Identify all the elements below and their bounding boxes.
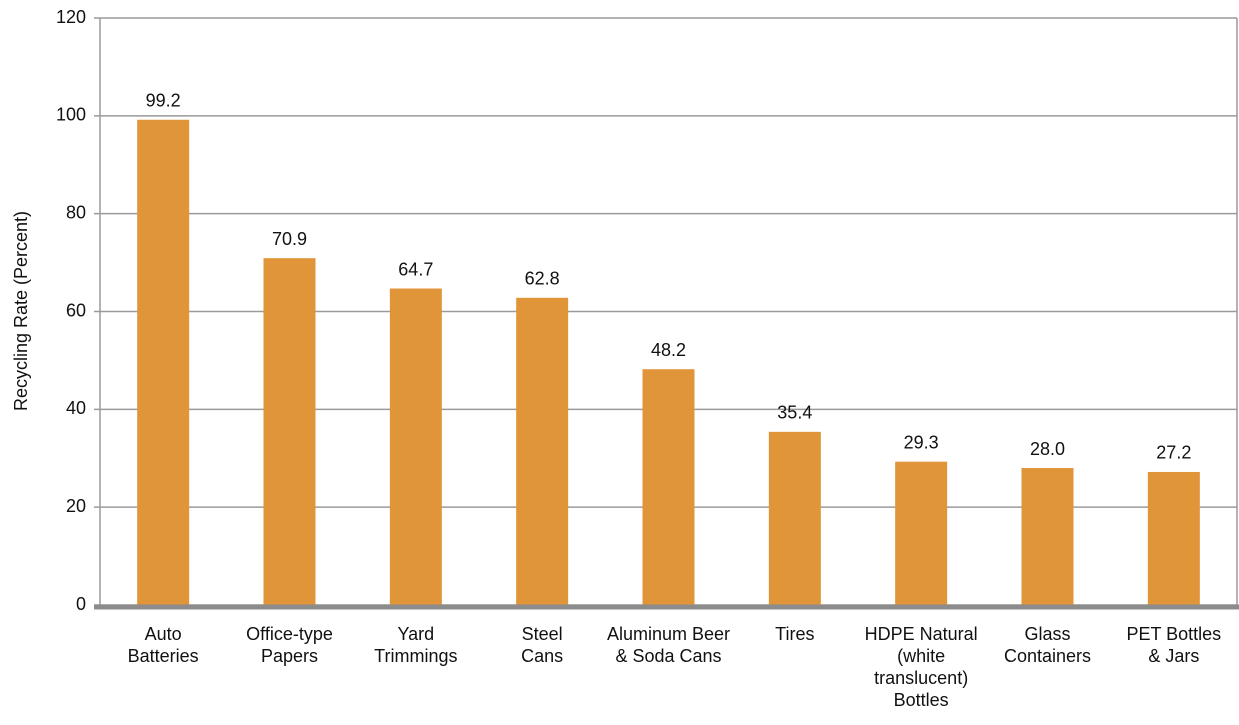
y-axis-label: Recycling Rate (Percent)	[11, 211, 31, 411]
value-label: 27.2	[1156, 443, 1191, 463]
x-tick-label: Trimmings	[374, 646, 457, 666]
y-tick-label: 120	[56, 7, 86, 27]
value-label: 28.0	[1030, 439, 1065, 459]
y-tick-label: 60	[66, 300, 86, 320]
x-tick-label: translucent)	[874, 668, 968, 688]
x-tick-label: Papers	[261, 646, 318, 666]
bar	[263, 258, 316, 605]
value-label: 70.9	[272, 229, 307, 249]
bar	[642, 369, 695, 605]
x-tick-label: Office-type	[246, 624, 333, 644]
x-tick-label: & Soda Cans	[615, 646, 721, 666]
y-tick-label: 40	[66, 398, 86, 418]
y-tick-label: 100	[56, 105, 86, 125]
bar	[137, 119, 190, 605]
x-tick-label: Containers	[1004, 646, 1091, 666]
bar	[1147, 471, 1200, 605]
x-tick-label: Bottles	[894, 690, 949, 710]
y-tick-label: 20	[66, 496, 86, 516]
x-tick-label: & Jars	[1148, 646, 1199, 666]
bar	[516, 297, 569, 605]
x-tick-label: Glass	[1024, 624, 1070, 644]
y-tick-label: 80	[66, 202, 86, 222]
x-tick-label: Batteries	[128, 646, 199, 666]
bar	[389, 288, 442, 605]
x-tick-label: Aluminum Beer	[607, 624, 730, 644]
bar	[1021, 468, 1074, 605]
bar	[895, 461, 948, 605]
x-tick-label: Tires	[775, 624, 814, 644]
value-label: 48.2	[651, 340, 686, 360]
x-tick-label: PET Bottles	[1126, 624, 1221, 644]
value-label: 62.8	[525, 269, 560, 289]
x-tick-label: HDPE Natural	[865, 624, 978, 644]
x-tick-label: Auto	[145, 624, 182, 644]
y-tick-label: 0	[76, 594, 86, 614]
x-tick-label: Cans	[521, 646, 563, 666]
x-tick-label: Steel	[522, 624, 563, 644]
x-tick-label: Yard	[397, 624, 434, 644]
value-label: 35.4	[777, 403, 812, 423]
value-label: 29.3	[904, 432, 939, 452]
x-tick-label: (white	[897, 646, 945, 666]
bar	[768, 431, 821, 605]
value-label: 99.2	[146, 90, 181, 110]
value-label: 64.7	[398, 259, 433, 279]
